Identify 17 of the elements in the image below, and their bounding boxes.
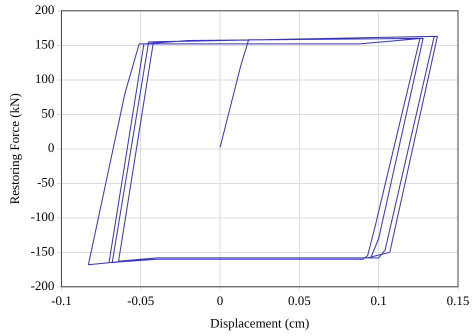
x-tick-label: 0 bbox=[216, 293, 224, 308]
x-tick-label: 0.05 bbox=[288, 293, 311, 308]
y-tick-label: -50 bbox=[37, 174, 54, 190]
x-tick-label: -0.05 bbox=[127, 293, 154, 308]
x-tick-label: 0.1 bbox=[370, 293, 387, 308]
y-tick-label: 100 bbox=[34, 71, 54, 86]
y-tick-label: 200 bbox=[34, 2, 54, 18]
y-tick-label: 150 bbox=[34, 36, 54, 52]
y-tick-label: -100 bbox=[30, 209, 54, 224]
y-tick-label: 50 bbox=[41, 106, 54, 121]
y-tick-label: -150 bbox=[30, 244, 54, 259]
y-tick-label: -200 bbox=[30, 278, 54, 294]
x-tick-label: 0.15 bbox=[446, 293, 470, 308]
x-tick-label: -0.1 bbox=[51, 293, 72, 308]
x-axis-title: Displacement (cm) bbox=[210, 316, 310, 331]
y-tick-label: 0 bbox=[48, 140, 54, 156]
y-axis-title: Restoring Force (kN) bbox=[7, 93, 22, 204]
